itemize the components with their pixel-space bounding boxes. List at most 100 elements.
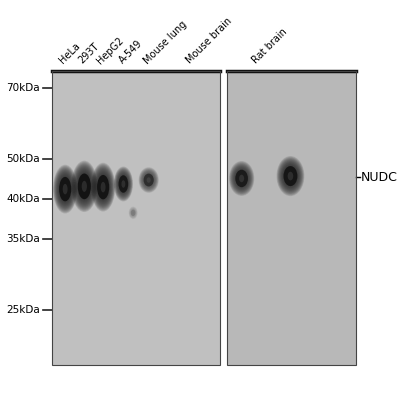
Ellipse shape [282, 165, 298, 187]
Text: Mouse brain: Mouse brain [184, 16, 234, 66]
Text: 35kDa: 35kDa [6, 234, 40, 244]
Ellipse shape [74, 166, 95, 207]
Ellipse shape [58, 175, 72, 203]
Ellipse shape [234, 167, 250, 190]
Ellipse shape [54, 166, 76, 212]
Ellipse shape [72, 164, 96, 209]
Text: 40kDa: 40kDa [6, 194, 40, 204]
Ellipse shape [97, 174, 110, 200]
Ellipse shape [277, 157, 304, 195]
Text: Mouse lung: Mouse lung [142, 19, 189, 66]
Ellipse shape [92, 164, 114, 210]
Text: A-549: A-549 [117, 39, 144, 66]
Ellipse shape [140, 169, 158, 191]
Ellipse shape [278, 158, 303, 194]
Text: NUDC: NUDC [361, 171, 398, 184]
Ellipse shape [96, 173, 110, 201]
Ellipse shape [116, 172, 130, 197]
Ellipse shape [92, 165, 114, 209]
Ellipse shape [132, 211, 134, 214]
Text: Rat brain: Rat brain [251, 27, 290, 66]
Ellipse shape [232, 166, 251, 191]
Ellipse shape [114, 166, 133, 201]
Ellipse shape [82, 181, 87, 192]
Ellipse shape [78, 174, 91, 199]
Ellipse shape [229, 161, 254, 196]
Ellipse shape [118, 174, 129, 195]
Ellipse shape [116, 170, 131, 198]
Ellipse shape [75, 168, 94, 205]
Ellipse shape [230, 162, 253, 195]
Ellipse shape [72, 162, 97, 211]
Ellipse shape [280, 160, 301, 192]
Ellipse shape [58, 174, 72, 204]
Ellipse shape [139, 168, 158, 192]
Ellipse shape [115, 169, 132, 199]
Ellipse shape [95, 172, 111, 203]
Ellipse shape [71, 161, 98, 212]
Ellipse shape [115, 168, 132, 199]
Text: HepG2: HepG2 [95, 35, 126, 66]
Ellipse shape [73, 164, 96, 209]
Ellipse shape [76, 170, 93, 203]
Ellipse shape [94, 170, 112, 205]
Ellipse shape [288, 172, 293, 180]
Ellipse shape [56, 170, 75, 208]
Ellipse shape [94, 168, 113, 206]
Ellipse shape [101, 182, 106, 192]
Ellipse shape [96, 172, 110, 202]
Ellipse shape [230, 163, 253, 194]
Ellipse shape [231, 164, 252, 193]
Ellipse shape [56, 171, 74, 207]
Ellipse shape [140, 169, 157, 191]
Ellipse shape [232, 165, 252, 192]
Ellipse shape [93, 167, 113, 207]
Ellipse shape [282, 164, 299, 188]
Ellipse shape [77, 173, 91, 200]
Ellipse shape [281, 162, 300, 190]
FancyBboxPatch shape [227, 70, 356, 365]
Ellipse shape [74, 165, 95, 207]
Ellipse shape [139, 168, 158, 192]
Ellipse shape [114, 167, 133, 201]
Text: 70kDa: 70kDa [6, 83, 40, 94]
Text: 293T: 293T [76, 41, 101, 66]
Ellipse shape [278, 158, 303, 195]
Ellipse shape [114, 168, 132, 200]
Ellipse shape [282, 163, 299, 189]
Ellipse shape [53, 165, 77, 213]
Ellipse shape [75, 169, 93, 204]
Ellipse shape [55, 169, 75, 209]
Ellipse shape [54, 167, 76, 211]
Ellipse shape [63, 184, 68, 194]
Ellipse shape [140, 170, 157, 191]
Bar [52, 70, 220, 365]
Bar [227, 70, 356, 365]
Ellipse shape [284, 166, 298, 186]
Ellipse shape [131, 210, 136, 216]
Ellipse shape [141, 170, 157, 190]
Ellipse shape [95, 171, 111, 204]
Ellipse shape [279, 160, 302, 193]
Ellipse shape [232, 165, 251, 191]
Ellipse shape [74, 167, 94, 206]
Ellipse shape [92, 164, 115, 211]
Ellipse shape [118, 175, 128, 193]
FancyBboxPatch shape [52, 70, 220, 365]
Ellipse shape [235, 170, 248, 187]
Ellipse shape [122, 180, 125, 188]
Ellipse shape [77, 172, 92, 201]
Text: 50kDa: 50kDa [6, 154, 40, 164]
Text: 25kDa: 25kDa [6, 304, 40, 315]
Ellipse shape [59, 176, 72, 202]
Ellipse shape [118, 174, 129, 194]
Ellipse shape [144, 174, 154, 186]
Ellipse shape [59, 177, 71, 201]
Ellipse shape [230, 162, 254, 195]
Ellipse shape [117, 172, 130, 196]
Ellipse shape [141, 170, 156, 190]
Ellipse shape [280, 162, 300, 190]
Ellipse shape [94, 169, 112, 205]
FancyBboxPatch shape [220, 70, 227, 365]
Ellipse shape [116, 171, 130, 197]
